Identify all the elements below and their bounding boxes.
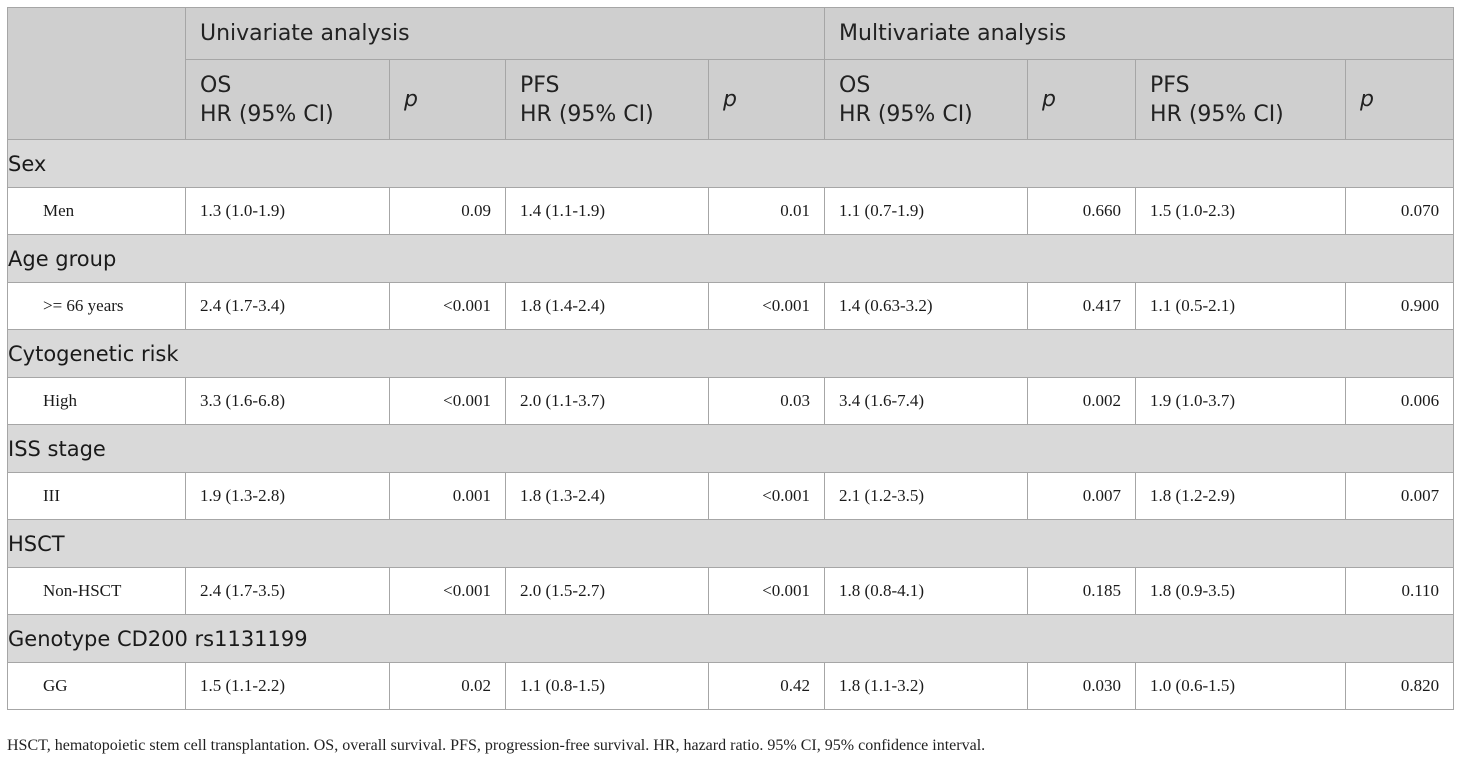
multi-os-hr-cell: 1.8 (0.8-4.1) bbox=[824, 567, 1029, 615]
group-title: HSCT bbox=[6, 519, 1455, 568]
uni-pfs-hr-cell: 1.8 (1.3-2.4) bbox=[505, 472, 709, 520]
row-label: Men bbox=[7, 187, 186, 235]
table-row: >= 66 years 2.4 (1.7-3.4) <0.001 1.8 (1.… bbox=[7, 282, 1455, 330]
table-row: High 3.3 (1.6-6.8) <0.001 2.0 (1.1-3.7) … bbox=[7, 377, 1455, 425]
row-label: >= 66 years bbox=[7, 282, 186, 330]
uni-os-p-cell: 0.02 bbox=[389, 662, 506, 710]
multi-pfs-header: PFS HR (95% CI) bbox=[1135, 59, 1347, 140]
group-title: Genotype CD200 rs1131199 bbox=[6, 614, 1455, 663]
group-row-age: Age group bbox=[6, 234, 1455, 283]
uni-pfs-hr-cell: 2.0 (1.5-2.7) bbox=[505, 567, 709, 615]
group-title: ISS stage bbox=[6, 424, 1455, 473]
uni-pfs-p-cell: <0.001 bbox=[707, 282, 826, 330]
multi-os-hr-cell: 1.8 (1.1-3.2) bbox=[824, 662, 1029, 710]
multi-pfs-hr-cell: 1.1 (0.5-2.1) bbox=[1135, 282, 1347, 330]
uni-pfs-p-cell: 0.42 bbox=[707, 662, 826, 710]
group-title: Cytogenetic risk bbox=[6, 329, 1455, 378]
uni-os-hr-cell: 3.3 (1.6-6.8) bbox=[185, 377, 390, 425]
uni-os-hr-cell: 2.4 (1.7-3.4) bbox=[185, 282, 390, 330]
uni-pfs-p-cell: 0.01 bbox=[707, 187, 826, 235]
uni-pfs-p-cell: <0.001 bbox=[707, 472, 826, 520]
multi-pfs-hr-cell: 1.0 (0.6-1.5) bbox=[1135, 662, 1347, 710]
uni-os-hr-cell: 1.9 (1.3-2.8) bbox=[185, 472, 390, 520]
multi-pfs-p-cell: 0.006 bbox=[1345, 377, 1455, 425]
univariate-header: Univariate analysis bbox=[184, 7, 826, 60]
uni-pfs-hr-cell: 1.4 (1.1-1.9) bbox=[505, 187, 709, 235]
uni-os-p-header: p bbox=[389, 59, 506, 140]
multi-os-hr-cell: 3.4 (1.6-7.4) bbox=[824, 377, 1029, 425]
group-row-genotype: Genotype CD200 rs1131199 bbox=[6, 614, 1455, 663]
multi-pfs-p-header: p bbox=[1345, 59, 1455, 140]
multi-os-hr-cell: 2.1 (1.2-3.5) bbox=[824, 472, 1029, 520]
table-footnote: HSCT, hematopoietic stem cell transplant… bbox=[7, 737, 986, 754]
multivariate-header: Multivariate analysis bbox=[824, 7, 1455, 60]
row-label: III bbox=[7, 472, 186, 520]
group-title: Sex bbox=[6, 139, 1455, 188]
group-title: Age group bbox=[6, 234, 1455, 283]
group-row-hsct: HSCT bbox=[6, 519, 1455, 568]
group-row-iss: ISS stage bbox=[6, 424, 1455, 473]
multi-pfs-p-cell: 0.110 bbox=[1345, 567, 1455, 615]
uni-pfs-hr-cell: 1.1 (0.8-1.5) bbox=[505, 662, 709, 710]
header-row-2: OS HR (95% CI) p PFS HR (95% CI) p OS HR (9… bbox=[8, 59, 1455, 140]
uni-pfs-p-cell: <0.001 bbox=[707, 567, 826, 615]
uni-os-hr-cell: 1.5 (1.1-2.2) bbox=[185, 662, 390, 710]
table-row: GG 1.5 (1.1-2.2) 0.02 1.1 (0.8-1.5) 0.42… bbox=[7, 662, 1455, 710]
uni-os-header: OS HR (95% CI) bbox=[185, 59, 390, 140]
row-label: Non-HSCT bbox=[7, 567, 186, 615]
uni-os-p-cell: <0.001 bbox=[389, 377, 506, 425]
table-row: III 1.9 (1.3-2.8) 0.001 1.8 (1.3-2.4) <0… bbox=[7, 472, 1455, 520]
multi-os-hr-cell: 1.1 (0.7-1.9) bbox=[824, 187, 1029, 235]
uni-pfs-p-cell: 0.03 bbox=[707, 377, 826, 425]
uni-os-p-cell: 0.09 bbox=[389, 187, 506, 235]
table-row: Men 1.3 (1.0-1.9) 0.09 1.4 (1.1-1.9) 0.0… bbox=[7, 187, 1455, 235]
row-label: High bbox=[7, 377, 186, 425]
uni-pfs-hr-cell: 2.0 (1.1-3.7) bbox=[505, 377, 709, 425]
multi-os-p-header: p bbox=[1027, 59, 1137, 140]
header-corner bbox=[7, 7, 186, 140]
multi-pfs-hr-cell: 1.8 (0.9-3.5) bbox=[1135, 567, 1347, 615]
multi-pfs-hr-cell: 1.8 (1.2-2.9) bbox=[1135, 472, 1347, 520]
uni-os-p-cell: <0.001 bbox=[389, 567, 506, 615]
uni-os-hr-cell: 2.4 (1.7-3.5) bbox=[185, 567, 390, 615]
multi-os-p-cell: 0.030 bbox=[1027, 662, 1137, 710]
uni-pfs-header: PFS HR (95% CI) bbox=[505, 59, 709, 140]
group-row-cytogenetic: Cytogenetic risk bbox=[6, 329, 1455, 378]
uni-os-p-cell: 0.001 bbox=[389, 472, 506, 520]
multi-os-header: OS HR (95% CI) bbox=[824, 59, 1029, 140]
uni-pfs-p-header: p bbox=[707, 59, 826, 140]
multi-pfs-hr-cell: 1.9 (1.0-3.7) bbox=[1135, 377, 1347, 425]
multi-pfs-p-cell: 0.007 bbox=[1345, 472, 1455, 520]
table-row: Non-HSCT 2.4 (1.7-3.5) <0.001 2.0 (1.5-2… bbox=[7, 567, 1455, 615]
multi-os-p-cell: 0.185 bbox=[1027, 567, 1137, 615]
multi-os-p-cell: 0.007 bbox=[1027, 472, 1137, 520]
multi-pfs-p-cell: 0.820 bbox=[1345, 662, 1455, 710]
uni-os-hr-cell: 1.3 (1.0-1.9) bbox=[185, 187, 390, 235]
uni-pfs-hr-cell: 1.8 (1.4-2.4) bbox=[505, 282, 709, 330]
row-label: GG bbox=[7, 662, 186, 710]
multi-os-p-cell: 0.417 bbox=[1027, 282, 1137, 330]
multi-os-p-cell: 0.660 bbox=[1027, 187, 1137, 235]
multi-os-hr-cell: 1.4 (0.63-3.2) bbox=[824, 282, 1029, 330]
header-row-1: Univariate analysis Multivariate analysi… bbox=[7, 7, 1455, 140]
uni-os-p-cell: <0.001 bbox=[389, 282, 506, 330]
results-table: Univariate analysis Multivariate analysi… bbox=[6, 7, 1455, 710]
group-row-sex: Sex bbox=[6, 139, 1455, 188]
multi-os-p-cell: 0.002 bbox=[1027, 377, 1137, 425]
multi-pfs-p-cell: 0.900 bbox=[1345, 282, 1455, 330]
multi-pfs-p-cell: 0.070 bbox=[1345, 187, 1455, 235]
multi-pfs-hr-cell: 1.5 (1.0-2.3) bbox=[1135, 187, 1347, 235]
